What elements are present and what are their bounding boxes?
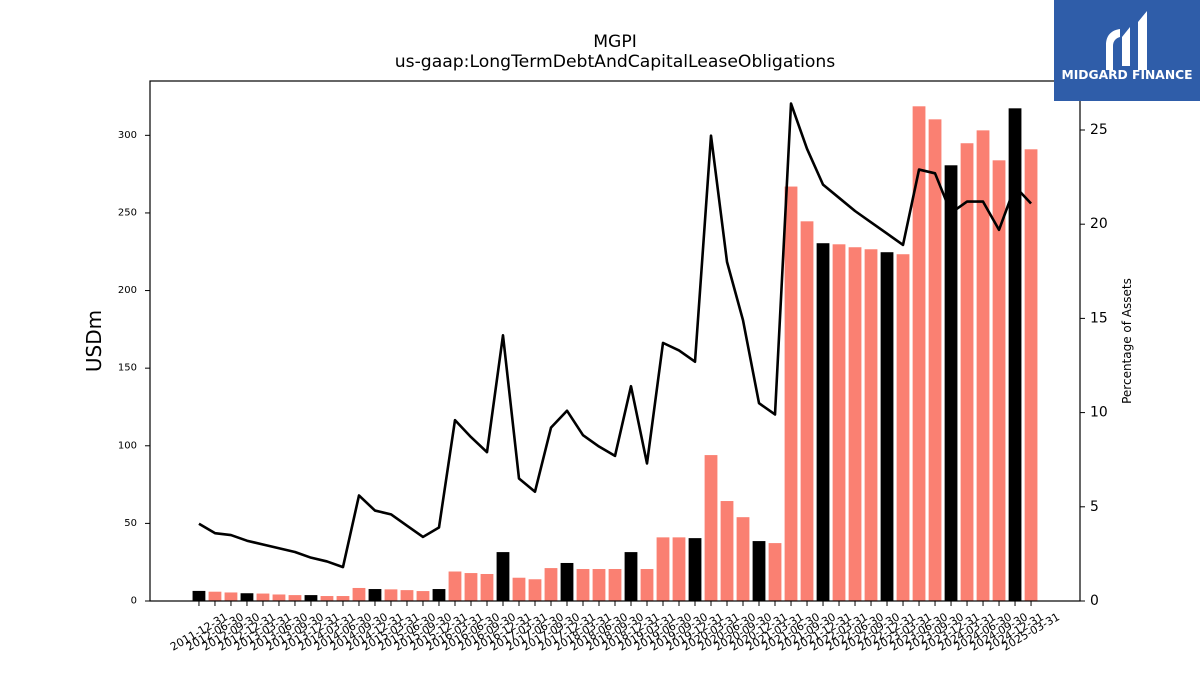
bar-2017-09-30	[544, 568, 558, 601]
bar-2015-09-30	[416, 591, 430, 601]
right-y-tick-label: 5	[1090, 499, 1099, 515]
bar-2015-03-31	[384, 589, 398, 601]
logo-icon-middle-stroke	[1122, 27, 1130, 66]
left-y-tick-label: 300	[118, 130, 137, 141]
bar-2019-06-30	[656, 537, 670, 601]
x-axis: 2011-12-312012-06-302012-09-302012-12-31…	[168, 601, 1062, 654]
bar-2020-12-31	[752, 541, 766, 601]
right-y-tick-label: 20	[1090, 216, 1108, 232]
percentage-of-assets-line	[198, 102, 1032, 569]
left-y-tick-label: 150	[118, 363, 137, 374]
left-y-tick-label: 200	[118, 285, 137, 296]
bar-2013-09-30	[288, 595, 302, 601]
bar-2016-03-31	[448, 571, 462, 601]
plot-frame	[149, 80, 1081, 602]
bar-2018-09-30	[608, 569, 622, 601]
bar-2024-06-30	[976, 130, 990, 602]
bar-series	[192, 106, 1038, 602]
bar-2019-12-31	[688, 538, 702, 601]
bar-2024-03-31	[960, 143, 974, 602]
bar-2023-09-30	[928, 119, 942, 601]
midgard-finance-logo: MIDGARD FINANCE	[1054, 0, 1200, 101]
right-y-tick-label: 0	[1090, 593, 1099, 609]
bar-2022-06-30	[848, 247, 862, 602]
right-y-tick-label: 25	[1090, 122, 1108, 138]
bar-2015-12-31	[432, 589, 446, 601]
chart-title: MGPI	[593, 32, 637, 52]
bar-2014-03-31	[320, 596, 334, 601]
bar-2012-09-30	[224, 592, 238, 601]
right-y-axis: 0 5 10 15 20 25	[1080, 122, 1108, 609]
bar-2016-06-30	[464, 573, 478, 601]
logo-icon-left-stroke	[1106, 29, 1120, 70]
bar-2018-03-31	[576, 569, 590, 601]
bar-2022-03-31	[832, 244, 846, 602]
bar-2020-03-31	[704, 455, 718, 601]
bar-2025-03-31	[1024, 149, 1038, 602]
left-y-tick-label: 50	[124, 518, 137, 529]
bar-2022-12-31	[880, 252, 894, 601]
bar-2019-03-31	[640, 569, 654, 601]
left-y-axis: 0 50 100 150 200 250 300	[118, 130, 150, 607]
bar-2023-03-31	[896, 254, 910, 602]
midgard-logo-icon	[1106, 11, 1147, 70]
bar-2021-09-30	[800, 221, 814, 601]
left-y-tick-label: 250	[118, 207, 137, 218]
bar-2016-12-31	[496, 552, 510, 601]
bar-2014-12-31	[368, 589, 382, 601]
bar-2014-06-30	[336, 596, 350, 601]
bar-2015-06-30	[400, 590, 414, 601]
bar-2014-09-30	[352, 587, 366, 601]
bar-2013-03-31	[256, 593, 270, 601]
bar-2017-03-31	[512, 577, 526, 601]
bar-2011-12-31	[192, 590, 206, 601]
bar-2018-06-30	[592, 569, 606, 601]
bar-2021-12-31	[816, 243, 830, 601]
bar-2018-12-31	[624, 552, 638, 601]
bar-2021-06-30	[784, 186, 798, 602]
bar-2023-12-31	[944, 165, 958, 602]
bar-2019-09-30	[672, 537, 686, 601]
chart-subtitle: us-gaap:LongTermDebtAndCapitalLeaseOblig…	[395, 52, 836, 72]
bar-2012-06-30	[208, 591, 222, 601]
left-y-tick-label: 100	[118, 440, 137, 451]
bar-2012-12-31	[240, 593, 254, 601]
bar-2020-09-30	[736, 517, 750, 601]
bar-2020-06-30	[720, 501, 734, 601]
left-axis-label: USDm	[82, 310, 106, 372]
bar-2023-06-30	[912, 106, 926, 602]
bar-2024-09-30	[992, 160, 1006, 601]
bar-2016-09-30	[480, 573, 494, 601]
bar-2022-09-30	[864, 249, 878, 601]
bar-2017-12-31	[560, 562, 574, 601]
right-y-tick-label: 15	[1090, 310, 1108, 326]
right-axis-label: Percentage of Assets	[1120, 278, 1134, 404]
logo-wordmark: MIDGARD FINANCE	[1061, 68, 1193, 82]
bar-2013-06-30	[272, 594, 286, 601]
left-y-tick-label: 0	[131, 596, 137, 607]
bar-2017-06-30	[528, 579, 542, 601]
right-y-tick-label: 10	[1090, 405, 1108, 421]
logo-icon-right-stroke	[1138, 11, 1147, 70]
bar-2021-03-31	[768, 543, 782, 601]
bar-2024-12-31	[1008, 108, 1022, 601]
bar-2013-12-31	[304, 595, 318, 601]
